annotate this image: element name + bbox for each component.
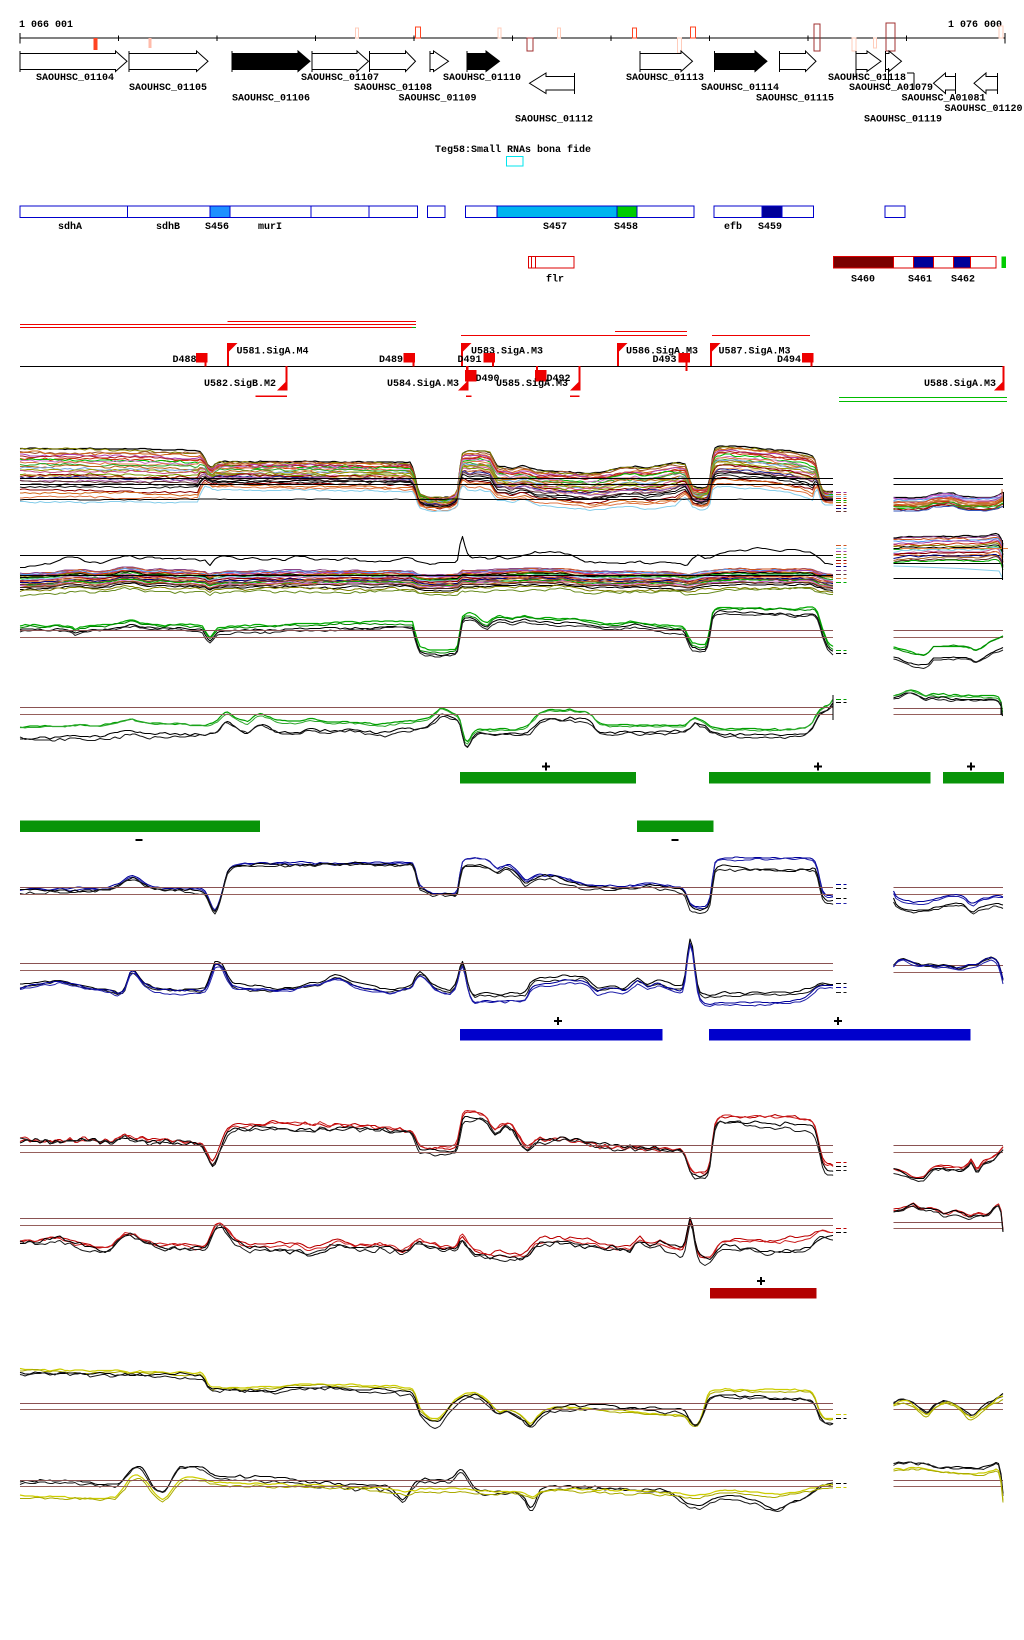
svg-text:SAOUHSC_01107: SAOUHSC_01107: [301, 73, 379, 84]
svg-text:S460: S460: [851, 275, 875, 286]
svg-text:S457: S457: [543, 222, 567, 233]
svg-text:sdhB: sdhB: [156, 221, 180, 233]
svg-text:1 066 001: 1 066 001: [19, 20, 73, 31]
svg-text:S458: S458: [614, 222, 638, 233]
svg-text:S459: S459: [758, 222, 782, 233]
svg-text:SAOUHSC_A01079: SAOUHSC_A01079: [849, 83, 933, 94]
svg-text:U585.SigA.M3: U585.SigA.M3: [496, 378, 568, 390]
svg-text:sdhA: sdhA: [58, 221, 82, 233]
svg-text:SAOUHSC_01120: SAOUHSC_01120: [945, 104, 1023, 115]
svg-text:S461: S461: [908, 275, 932, 286]
svg-text:SAOUHSC_01118: SAOUHSC_01118: [828, 73, 906, 84]
svg-text:SAOUHSC_01110: SAOUHSC_01110: [443, 73, 521, 84]
svg-text:SAOUHSC_01113: SAOUHSC_01113: [626, 73, 704, 84]
svg-text:U582.SigB.M2: U582.SigB.M2: [204, 378, 276, 390]
svg-text:U588.SigA.M3: U588.SigA.M3: [924, 378, 996, 390]
svg-text:SAOUHSC_01108: SAOUHSC_01108: [354, 83, 432, 94]
svg-text:S462: S462: [951, 275, 975, 286]
svg-text:efb: efb: [724, 221, 742, 233]
svg-text:SAOUHSC_01109: SAOUHSC_01109: [399, 94, 477, 105]
svg-text:D489: D489: [379, 355, 403, 366]
svg-text:SAOUHSC_01106: SAOUHSC_01106: [232, 94, 310, 105]
svg-text:U584.SigA.M3: U584.SigA.M3: [387, 378, 459, 390]
svg-text:SAOUHSC_01119: SAOUHSC_01119: [864, 115, 942, 126]
svg-text:D494: D494: [777, 355, 801, 366]
svg-text:U583.SigA.M3: U583.SigA.M3: [471, 346, 543, 358]
svg-text:flr: flr: [546, 274, 564, 286]
svg-text:Teg58:Small RNAs bona fide: Teg58:Small RNAs bona fide: [435, 144, 591, 156]
svg-text:D492: D492: [547, 374, 571, 385]
svg-text:D490: D490: [476, 374, 500, 385]
svg-text:S456: S456: [205, 222, 229, 233]
svg-text:SAOUHSC_01104: SAOUHSC_01104: [36, 73, 114, 84]
svg-text:1 076 000: 1 076 000: [948, 20, 1002, 31]
svg-text:SAOUHSC_01105: SAOUHSC_01105: [129, 83, 207, 94]
svg-text:U581.SigA.M4: U581.SigA.M4: [237, 346, 309, 358]
svg-text:SAOUHSC_01114: SAOUHSC_01114: [701, 83, 779, 94]
svg-text:SAOUHSC_A01081: SAOUHSC_A01081: [902, 94, 986, 105]
svg-text:D488: D488: [173, 355, 197, 366]
svg-text:D491: D491: [458, 355, 482, 366]
svg-text:SAOUHSC_01112: SAOUHSC_01112: [515, 115, 593, 126]
svg-text:SAOUHSC_01115: SAOUHSC_01115: [756, 94, 834, 105]
svg-text:murI: murI: [258, 222, 282, 233]
svg-text:U587.SigA.M3: U587.SigA.M3: [719, 346, 791, 358]
svg-text:D493: D493: [653, 355, 677, 366]
